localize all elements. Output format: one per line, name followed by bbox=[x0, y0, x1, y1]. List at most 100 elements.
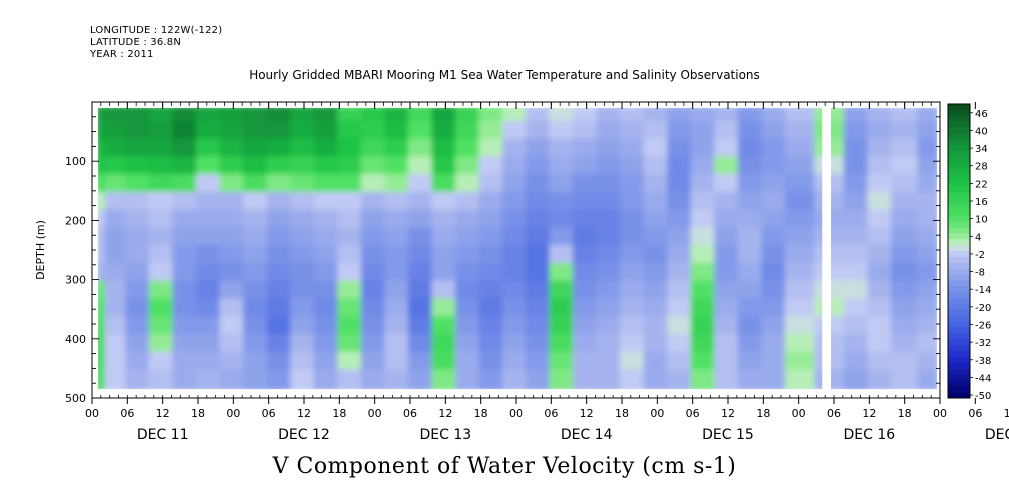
heatmap-cell bbox=[867, 209, 895, 232]
heatmap-cell bbox=[549, 120, 577, 143]
heatmap-cell bbox=[502, 174, 530, 196]
heatmap-cell bbox=[761, 316, 789, 338]
heatmap-cell bbox=[890, 174, 922, 196]
heatmap-cell bbox=[667, 107, 695, 125]
heatmap-cell bbox=[125, 138, 153, 161]
heatmap-cell bbox=[714, 227, 742, 250]
heatmap-cell bbox=[148, 262, 177, 285]
heatmap-cell bbox=[148, 351, 177, 374]
heatmap-cell bbox=[219, 333, 248, 356]
heatmap-cell bbox=[290, 209, 318, 232]
heatmap-cell bbox=[408, 316, 436, 338]
heatmap-cell bbox=[596, 369, 624, 390]
colorbar-swatch bbox=[948, 227, 970, 234]
heatmap-cell bbox=[266, 369, 295, 390]
heatmap-cell bbox=[148, 156, 177, 178]
heatmap-cell bbox=[97, 120, 109, 143]
heatmap-cell bbox=[502, 227, 530, 250]
heatmap-cell bbox=[196, 138, 224, 161]
heatmap-cell bbox=[431, 120, 460, 143]
heatmap-cell bbox=[867, 316, 895, 338]
heatmap-cell bbox=[620, 333, 648, 356]
heatmap-cell bbox=[313, 316, 342, 338]
heatmap-cell bbox=[572, 120, 601, 143]
heatmap-cell bbox=[455, 174, 483, 196]
colorbar-swatch bbox=[948, 133, 970, 140]
x-tick-label: 00 bbox=[368, 407, 382, 420]
heatmap-cell bbox=[97, 351, 109, 374]
heatmap-cell bbox=[313, 351, 342, 374]
heatmap-cell bbox=[667, 209, 695, 232]
heatmap-cell bbox=[784, 351, 819, 374]
heatmap-cell bbox=[148, 369, 177, 390]
heatmap-cell bbox=[104, 120, 130, 143]
heatmap-cell bbox=[243, 138, 271, 161]
heatmap-cell bbox=[525, 227, 554, 250]
colorbar-swatch bbox=[948, 127, 970, 134]
heatmap-cell bbox=[867, 280, 895, 303]
x-tick-label: 06 bbox=[262, 407, 276, 420]
heatmap-cell bbox=[360, 209, 389, 232]
heatmap-cell bbox=[125, 120, 153, 143]
colorbar-label: 40 bbox=[975, 126, 988, 137]
heatmap-cell bbox=[313, 298, 342, 321]
heatmap-cell bbox=[867, 245, 895, 267]
heatmap-cell bbox=[596, 262, 624, 285]
colorbar-swatch bbox=[948, 350, 970, 358]
heatmap-cell bbox=[104, 174, 130, 196]
heatmap-cell bbox=[360, 316, 389, 338]
heatmap-cell bbox=[843, 262, 872, 285]
colorbar-swatch bbox=[948, 392, 970, 399]
y-axis-label: DEPTH (m) bbox=[34, 220, 47, 280]
heatmap-cell bbox=[243, 191, 271, 214]
heatmap-cell bbox=[714, 351, 742, 374]
heatmap-cell bbox=[219, 156, 248, 178]
heatmap-cell bbox=[196, 107, 224, 125]
heatmap-cell bbox=[408, 107, 436, 125]
heatmap-cell bbox=[455, 191, 483, 214]
heatmap-cell bbox=[104, 280, 130, 303]
colorbar-label: 4 bbox=[975, 232, 981, 243]
heatmap-cell bbox=[572, 245, 601, 267]
heatmap-cell bbox=[243, 316, 271, 338]
heatmap-cell bbox=[172, 298, 200, 321]
heatmap-cell bbox=[667, 333, 695, 356]
heatmap-cell bbox=[890, 156, 922, 178]
heatmap-cell bbox=[917, 156, 938, 178]
heatmap-cell bbox=[737, 107, 766, 125]
heatmap-cell bbox=[714, 138, 742, 161]
heatmap-cell bbox=[125, 227, 153, 250]
heatmap-cell bbox=[290, 245, 318, 267]
colorbar-swatch bbox=[948, 274, 970, 281]
heatmap-cell bbox=[172, 333, 200, 356]
heatmap-cell bbox=[337, 156, 365, 178]
heatmap-cell bbox=[104, 138, 130, 161]
heatmap-cell bbox=[667, 316, 695, 338]
heatmap-cell bbox=[714, 333, 742, 356]
heatmap-cell bbox=[843, 138, 872, 161]
heatmap-cell bbox=[337, 351, 365, 374]
heatmap-cell bbox=[596, 298, 624, 321]
x-day-label: DEC 14 bbox=[561, 427, 613, 443]
heatmap-cell bbox=[867, 227, 895, 250]
heatmap-cell bbox=[408, 262, 436, 285]
heatmap-cell bbox=[313, 333, 342, 356]
heatmap-cell bbox=[125, 174, 153, 196]
heatmap-cell bbox=[431, 245, 460, 267]
heatmap-cell bbox=[620, 227, 648, 250]
heatmap-cell bbox=[690, 245, 719, 267]
heatmap-cell bbox=[196, 227, 224, 250]
heatmap-cell bbox=[104, 316, 130, 338]
heatmap-cell bbox=[266, 156, 295, 178]
heatmap-cell bbox=[502, 138, 530, 161]
heatmap-cell bbox=[643, 298, 672, 321]
heatmap-cell bbox=[290, 120, 318, 143]
heatmap-cell bbox=[478, 209, 507, 232]
heatmap-cell bbox=[549, 227, 577, 250]
heatmap-cell bbox=[337, 333, 365, 356]
y-tick-label: 200 bbox=[65, 214, 86, 227]
heatmap-cell bbox=[219, 227, 248, 250]
heatmap-cell bbox=[243, 120, 271, 143]
heatmap-cell bbox=[596, 333, 624, 356]
heatmap-cell bbox=[761, 351, 789, 374]
